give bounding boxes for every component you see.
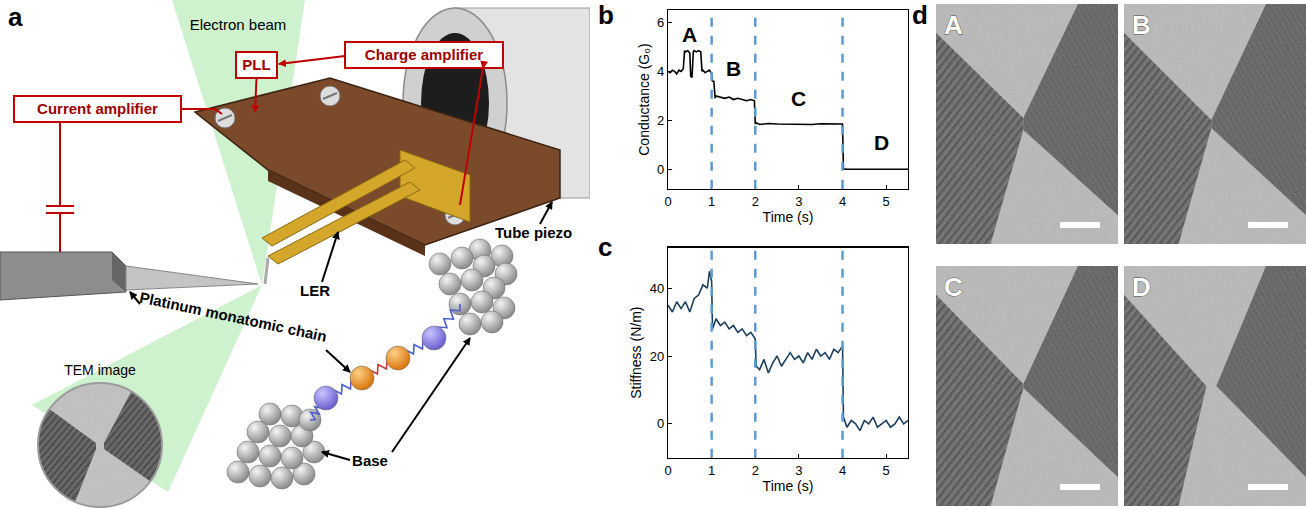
svg-text:PLL: PLL	[242, 56, 270, 73]
svg-text:5: 5	[883, 463, 890, 478]
html-text:d: d	[912, 0, 928, 30]
svg-text:5: 5	[883, 194, 890, 209]
svg-text:4: 4	[839, 463, 846, 478]
svg-text:D: D	[1132, 272, 1151, 302]
svg-text:Time (s): Time (s)	[763, 478, 814, 494]
svg-text:A: A	[682, 23, 697, 46]
svg-text:4: 4	[839, 194, 846, 209]
svg-text:Conductance (G₀): Conductance (G₀)	[636, 43, 652, 155]
svg-text:4: 4	[657, 64, 664, 79]
svg-text:D: D	[874, 131, 889, 154]
svg-text:Time (s): Time (s)	[763, 209, 814, 225]
svg-text:TEM image: TEM image	[64, 362, 136, 378]
svg-text:3: 3	[795, 463, 802, 478]
svg-text:Current amplifier: Current amplifier	[37, 100, 158, 117]
svg-text:3: 3	[795, 194, 802, 209]
svg-text:1: 1	[708, 463, 715, 478]
svg-text:0: 0	[664, 194, 671, 209]
svg-text:Base: Base	[352, 452, 388, 469]
svg-text:Electron beam: Electron beam	[190, 16, 287, 33]
svg-text:B: B	[1132, 10, 1151, 40]
svg-text:6: 6	[657, 15, 664, 30]
html-text:a: a	[8, 2, 23, 32]
svg-text:C: C	[944, 272, 963, 302]
svg-text:B: B	[726, 57, 741, 80]
html-text:b: b	[598, 0, 614, 30]
html-text:c: c	[598, 232, 613, 262]
svg-text:20: 20	[650, 349, 664, 364]
svg-text:2: 2	[657, 113, 664, 128]
svg-text:2: 2	[752, 194, 759, 209]
svg-text:Stiffness (N/m): Stiffness (N/m)	[628, 306, 644, 398]
svg-text:0: 0	[664, 463, 671, 478]
svg-text:0: 0	[657, 162, 664, 177]
svg-text:Charge amplifier: Charge amplifier	[365, 46, 484, 63]
svg-text:C: C	[791, 87, 806, 110]
svg-text:1: 1	[708, 194, 715, 209]
svg-text:40: 40	[650, 281, 664, 296]
svg-text:A: A	[944, 10, 963, 40]
svg-text:0: 0	[657, 416, 664, 431]
svg-text:LER: LER	[300, 282, 330, 299]
svg-text:Tube piezo: Tube piezo	[495, 224, 572, 241]
svg-text:Platinum monatomic chain: Platinum monatomic chain	[138, 288, 328, 344]
svg-text:2: 2	[752, 463, 759, 478]
